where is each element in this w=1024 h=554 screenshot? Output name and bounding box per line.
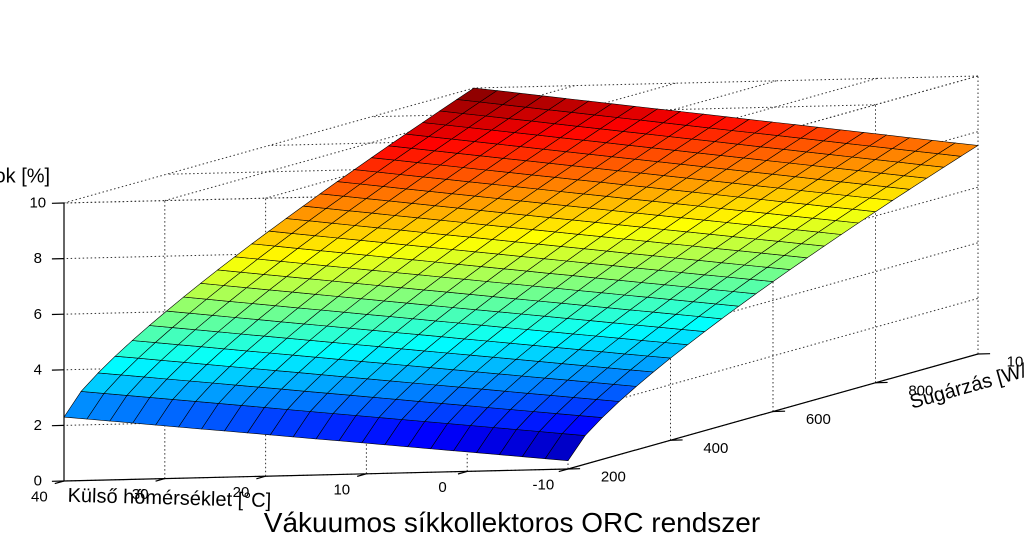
x-tick-label: 1000 (1007, 354, 1024, 371)
z-tick-label: 8 (34, 250, 42, 267)
y-tick-label: 30 (132, 486, 149, 503)
z-tick-label: 2 (34, 417, 42, 434)
y-tick-label: 40 (31, 489, 48, 506)
grid-line (567, 242, 979, 359)
grid-line (473, 75, 979, 89)
y-tick-mark (457, 470, 468, 475)
z-tick-label: 6 (34, 306, 42, 323)
y-tick-label: 20 (233, 484, 250, 501)
x-tick-label: 600 (806, 411, 831, 428)
x-tick-label: 800 (908, 382, 933, 399)
temperature-axis-line (63, 468, 569, 482)
y-tick-label: 10 (333, 481, 350, 498)
y-tick-mark (155, 478, 165, 482)
y-tick-mark (256, 475, 266, 480)
axes (51, 202, 991, 485)
surface-mesh (63, 87, 979, 462)
grid-line (164, 85, 575, 202)
y-tick-mark (357, 473, 367, 477)
z-tick-label: 0 (34, 473, 42, 490)
z-tick-label: 10 (29, 195, 46, 212)
x-tick-label: 200 (601, 469, 626, 486)
x-tick-label: 400 (703, 440, 728, 457)
y-tick-mark (558, 468, 569, 473)
z-tick-label: 4 (34, 361, 42, 378)
z-axis-label: Hatásfok [%] (0, 165, 50, 187)
grid-line (63, 87, 475, 204)
chart-title: Vákuumos síkkollektoros ORC rendszer (264, 507, 760, 538)
y-tick-label: -10 (533, 477, 555, 494)
surface-patch (456, 87, 498, 103)
grid-line (567, 297, 979, 414)
y-tick-label: 0 (438, 479, 446, 496)
y-axis-label: Külső hőmérséklet [°C] (67, 485, 271, 512)
